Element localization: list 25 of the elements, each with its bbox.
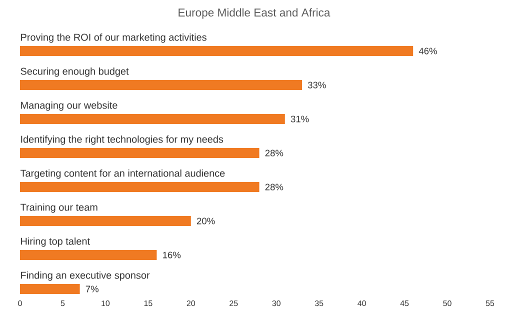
- chart-title: Europe Middle East and Africa: [178, 8, 330, 19]
- y-tick-label: Managing our website: [21, 101, 118, 111]
- bar: [20, 46, 414, 56]
- y-tick-label: Training our team: [20, 203, 98, 213]
- data-label: 28%: [265, 150, 284, 156]
- data-label: 28%: [265, 184, 284, 190]
- bar: [20, 148, 260, 158]
- data-label: 31%: [290, 116, 309, 122]
- data-label: 16%: [163, 252, 181, 258]
- y-tick-label: Proving the ROI of our marketing activities: [21, 33, 206, 43]
- y-tick-label: Securing enough budget: [20, 67, 129, 77]
- data-label: 20%: [196, 218, 215, 224]
- bar: [20, 114, 285, 124]
- y-tick-label: Identifying the right technologies for my needs: [21, 135, 224, 145]
- y-tick-label: Hiring top talent: [21, 237, 90, 247]
- bar: [20, 80, 302, 90]
- data-label: 7%: [86, 286, 99, 292]
- y-tick-label: Targeting content for an international audience: [20, 169, 225, 179]
- data-label: 33%: [308, 82, 326, 88]
- data-label: 46%: [418, 48, 437, 54]
- bar: [20, 182, 260, 192]
- bar: [20, 284, 80, 294]
- bar: [20, 250, 157, 260]
- bar: [20, 216, 191, 226]
- y-tick-label: Finding an executive sponsor: [21, 271, 150, 281]
